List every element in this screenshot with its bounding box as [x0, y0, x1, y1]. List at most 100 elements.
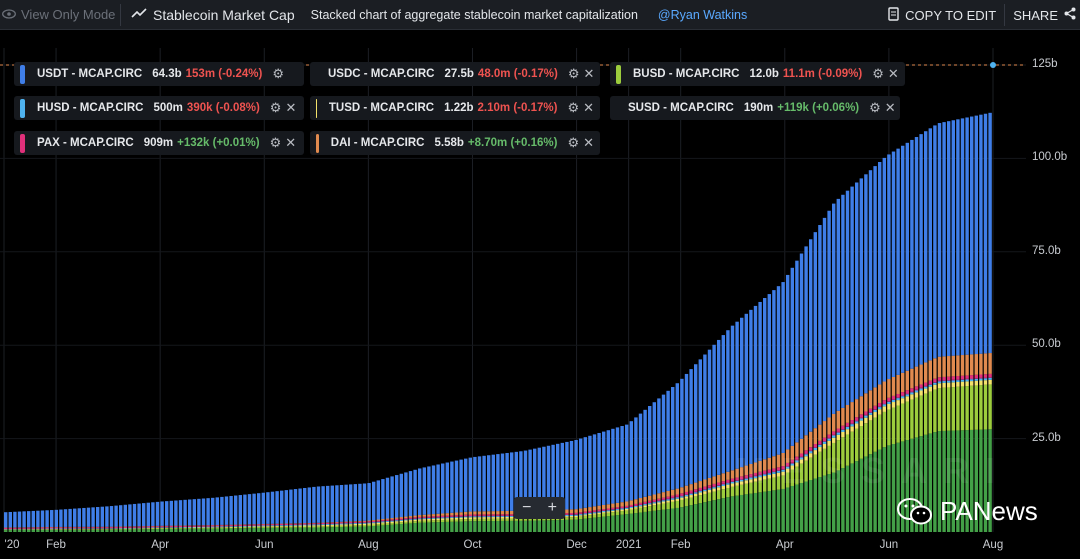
stacked-bar[interactable] [17, 511, 22, 532]
stacked-bar[interactable] [864, 174, 868, 532]
stacked-bar[interactable] [523, 450, 528, 532]
stacked-bar[interactable] [293, 489, 298, 532]
stacked-bar[interactable] [914, 137, 919, 532]
stacked-bar[interactable] [381, 479, 385, 532]
stacked-bar[interactable] [408, 471, 413, 532]
stacked-bar[interactable] [321, 486, 325, 532]
stacked-bar[interactable] [427, 466, 431, 532]
stacked-bar[interactable] [905, 142, 909, 532]
stacked-bar[interactable] [468, 457, 472, 532]
stacked-bar[interactable] [270, 491, 275, 532]
stacked-bar[interactable] [197, 498, 201, 532]
stacked-bar[interactable] [574, 439, 578, 532]
stacked-bar[interactable] [937, 123, 942, 532]
stacked-bar[interactable] [73, 508, 77, 532]
stacked-bar[interactable] [569, 440, 574, 532]
stacked-bar[interactable] [767, 294, 771, 532]
stacked-bar[interactable] [349, 484, 353, 532]
stacked-bar[interactable] [652, 402, 656, 532]
stacked-bar[interactable] [211, 497, 215, 532]
stacked-bar[interactable] [390, 476, 394, 532]
stacked-bar[interactable] [247, 494, 252, 532]
stacked-bar[interactable] [13, 511, 17, 532]
legend-item-pax[interactable]: PAX - MCAP.CIRC 909m +132k (+0.01%) ⚙ ✕ [14, 131, 304, 155]
stacked-bar[interactable] [661, 394, 666, 532]
stacked-bar[interactable] [804, 246, 808, 532]
stacked-bar[interactable] [252, 493, 256, 532]
stacked-bar[interactable] [707, 349, 712, 532]
stacked-bar[interactable] [482, 455, 486, 532]
stacked-bar[interactable] [229, 495, 233, 532]
stacked-bar[interactable] [671, 387, 675, 532]
stacked-bar[interactable] [477, 456, 482, 532]
stacked-bar[interactable] [399, 473, 403, 532]
stacked-bar[interactable] [330, 485, 334, 532]
stacked-bar[interactable] [657, 398, 661, 532]
gear-icon[interactable]: ⚙ [269, 100, 282, 115]
stacked-bar[interactable] [109, 506, 114, 532]
stacked-bar[interactable] [542, 446, 546, 532]
stacked-bar[interactable] [643, 409, 647, 532]
stacked-bar[interactable] [114, 505, 118, 532]
stacked-bar[interactable] [588, 435, 592, 532]
stacked-bar[interactable] [919, 134, 923, 532]
stacked-bar[interactable] [31, 510, 35, 532]
gear-icon[interactable]: ⚙ [567, 66, 580, 81]
stacked-bar[interactable] [496, 454, 500, 532]
close-icon[interactable]: ✕ [884, 100, 896, 115]
stacked-bar[interactable] [648, 406, 652, 532]
stacked-bar[interactable] [606, 430, 610, 532]
gear-icon[interactable]: ⚙ [567, 100, 580, 115]
stacked-bar[interactable] [436, 464, 440, 532]
stacked-bar[interactable] [358, 483, 362, 532]
stacked-bar[interactable] [96, 507, 100, 532]
stacked-bar[interactable] [422, 467, 426, 532]
stacked-bar[interactable] [404, 472, 408, 532]
stacked-bar[interactable] [201, 498, 206, 533]
gear-icon[interactable]: ⚙ [269, 135, 282, 150]
stacked-bar[interactable] [602, 431, 606, 532]
stacked-bar[interactable] [675, 383, 679, 532]
stacked-bar[interactable] [188, 499, 192, 532]
stacked-bar[interactable] [928, 128, 932, 532]
stacked-bar[interactable] [947, 121, 951, 532]
stacked-bar[interactable] [887, 154, 891, 532]
stacked-bar[interactable] [684, 373, 689, 532]
stacked-bar[interactable] [100, 506, 104, 532]
stacked-bar[interactable] [763, 298, 767, 532]
stacked-bar[interactable] [776, 286, 781, 532]
stacked-bar[interactable] [431, 465, 436, 532]
stacked-bar[interactable] [119, 505, 123, 532]
gear-icon[interactable]: ⚙ [567, 135, 580, 150]
close-icon[interactable]: ✕ [583, 66, 595, 81]
stacked-bar[interactable] [726, 330, 730, 532]
stacked-bar[interactable] [174, 500, 178, 532]
stacked-bar[interactable] [344, 484, 348, 532]
stacked-bar[interactable] [220, 496, 224, 532]
stacked-bar[interactable] [4, 512, 8, 532]
stacked-bar[interactable] [284, 490, 288, 532]
stacked-bar[interactable] [868, 170, 873, 532]
stacked-bar[interactable] [882, 157, 886, 532]
zoom-out-button[interactable]: − [522, 499, 532, 516]
stacked-bar[interactable] [459, 459, 463, 532]
stacked-bar[interactable] [592, 434, 597, 532]
legend-item-usdc[interactable]: USDC - MCAP.CIRC 27.5b 48.0m (-0.17%) ⚙ … [310, 62, 600, 86]
stacked-bar[interactable] [146, 502, 150, 532]
stacked-bar[interactable] [105, 506, 109, 532]
stacked-bar[interactable] [597, 432, 601, 532]
stacked-bar[interactable] [454, 460, 459, 532]
stacked-bar[interactable] [638, 413, 643, 532]
stacked-bar[interactable] [689, 369, 693, 532]
stacked-bar[interactable] [933, 125, 937, 532]
stacked-bar[interactable] [878, 162, 882, 532]
stacked-bar[interactable] [215, 497, 219, 532]
stacked-bar[interactable] [799, 253, 804, 532]
stacked-bar[interactable] [183, 499, 187, 532]
stacked-bar[interactable] [234, 495, 238, 532]
stacked-bar[interactable] [395, 475, 399, 532]
stacked-bar[interactable] [942, 122, 946, 532]
close-icon[interactable]: ✕ [285, 135, 297, 150]
stacked-bar[interactable] [790, 267, 794, 532]
close-icon[interactable]: ✕ [583, 135, 594, 150]
